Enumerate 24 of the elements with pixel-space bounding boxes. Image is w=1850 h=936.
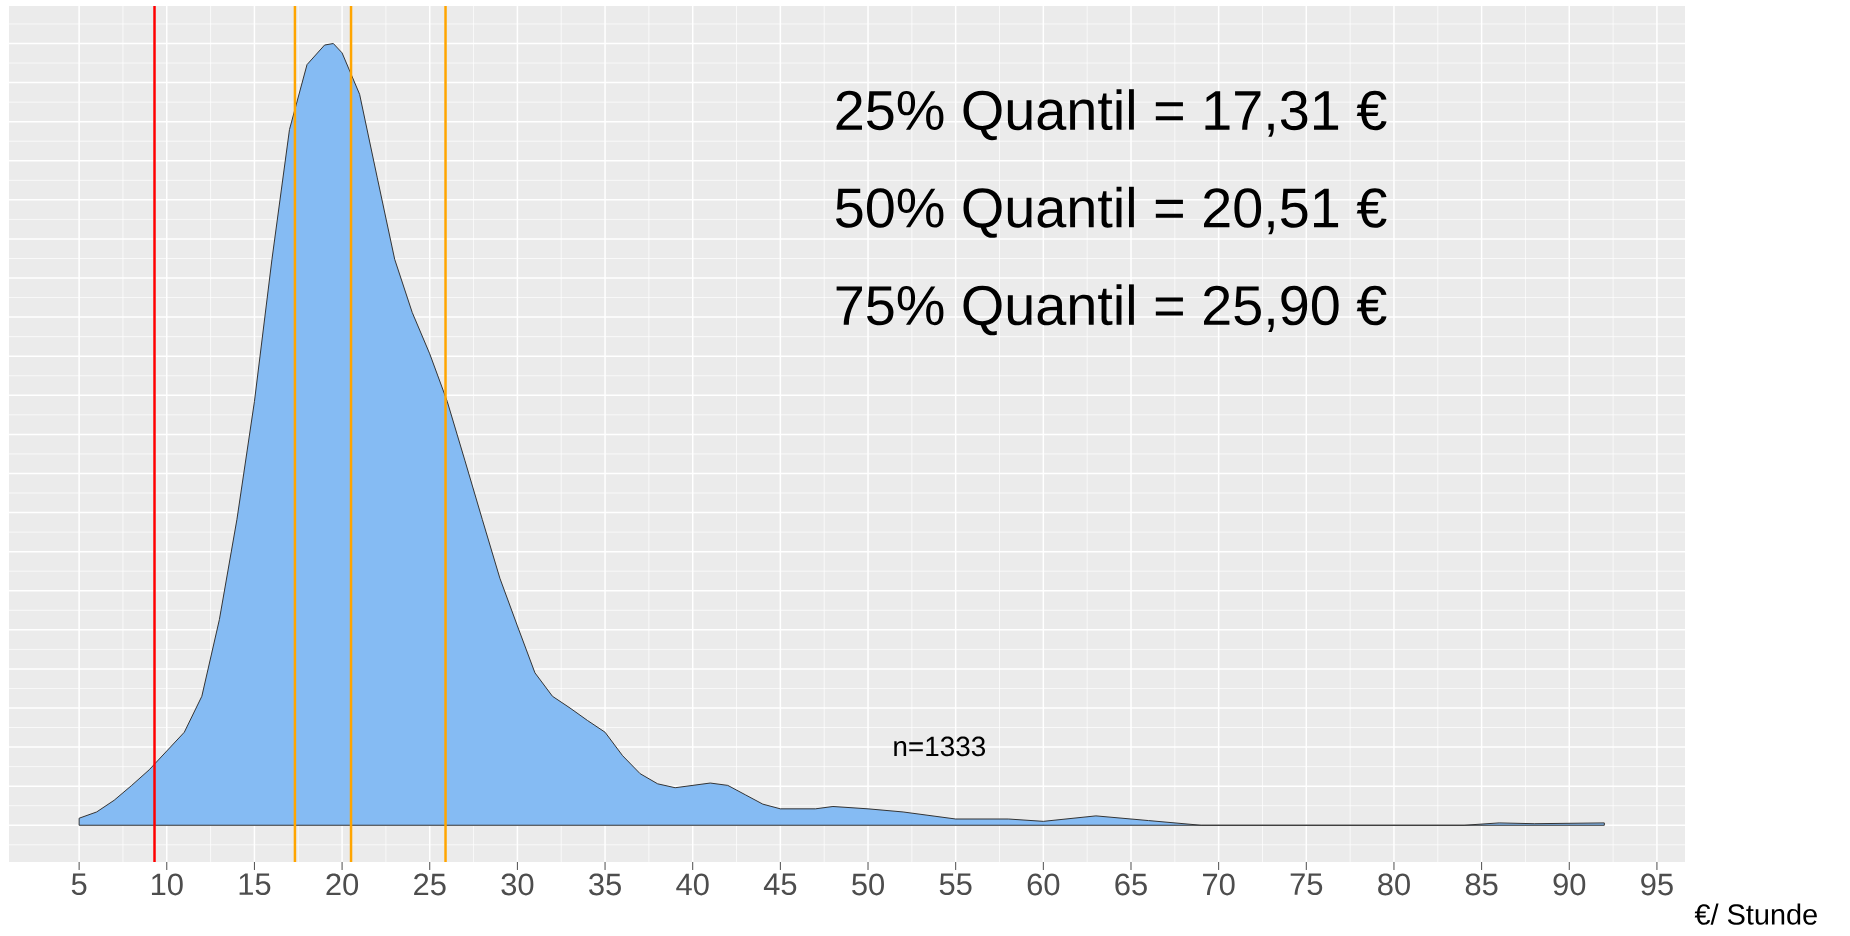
x-tick-label: 35 [589, 873, 621, 896]
x-tick-label: 30 [501, 873, 534, 896]
x-tick-label: 80 [1378, 873, 1410, 896]
x-tick-label: 45 [763, 873, 797, 896]
x-tick-label: 85 [1465, 873, 1498, 896]
x-tick-label: 25 [414, 873, 446, 896]
x-tick-label: 50 [852, 873, 884, 896]
annotation: n=1333 [894, 736, 986, 757]
x-tick-label: 90 [1553, 873, 1586, 896]
annotation: 25% Quantil = 17,31 € [836, 89, 1387, 141]
x-tick-label: 20 [326, 873, 359, 896]
x-tick-label: 55 [939, 873, 972, 896]
x-tick-label: 15 [239, 873, 271, 896]
annotation: 50% Quantil = 20,51 € [835, 186, 1387, 238]
x-axis-title: €/ Stunde [1694, 903, 1817, 925]
x-tick-label: 40 [676, 873, 709, 896]
x-tick-label: 5 [71, 873, 87, 896]
x-tick-label: 10 [151, 873, 183, 896]
x-tick-label: 95 [1641, 873, 1673, 896]
x-tick-label: 65 [1115, 873, 1147, 896]
annotation: 75% Quantil = 25,90 € [836, 284, 1387, 336]
x-tick-label: 75 [1290, 873, 1323, 896]
x-tick-label: 70 [1203, 873, 1235, 896]
x-tick-label: 60 [1027, 873, 1060, 896]
